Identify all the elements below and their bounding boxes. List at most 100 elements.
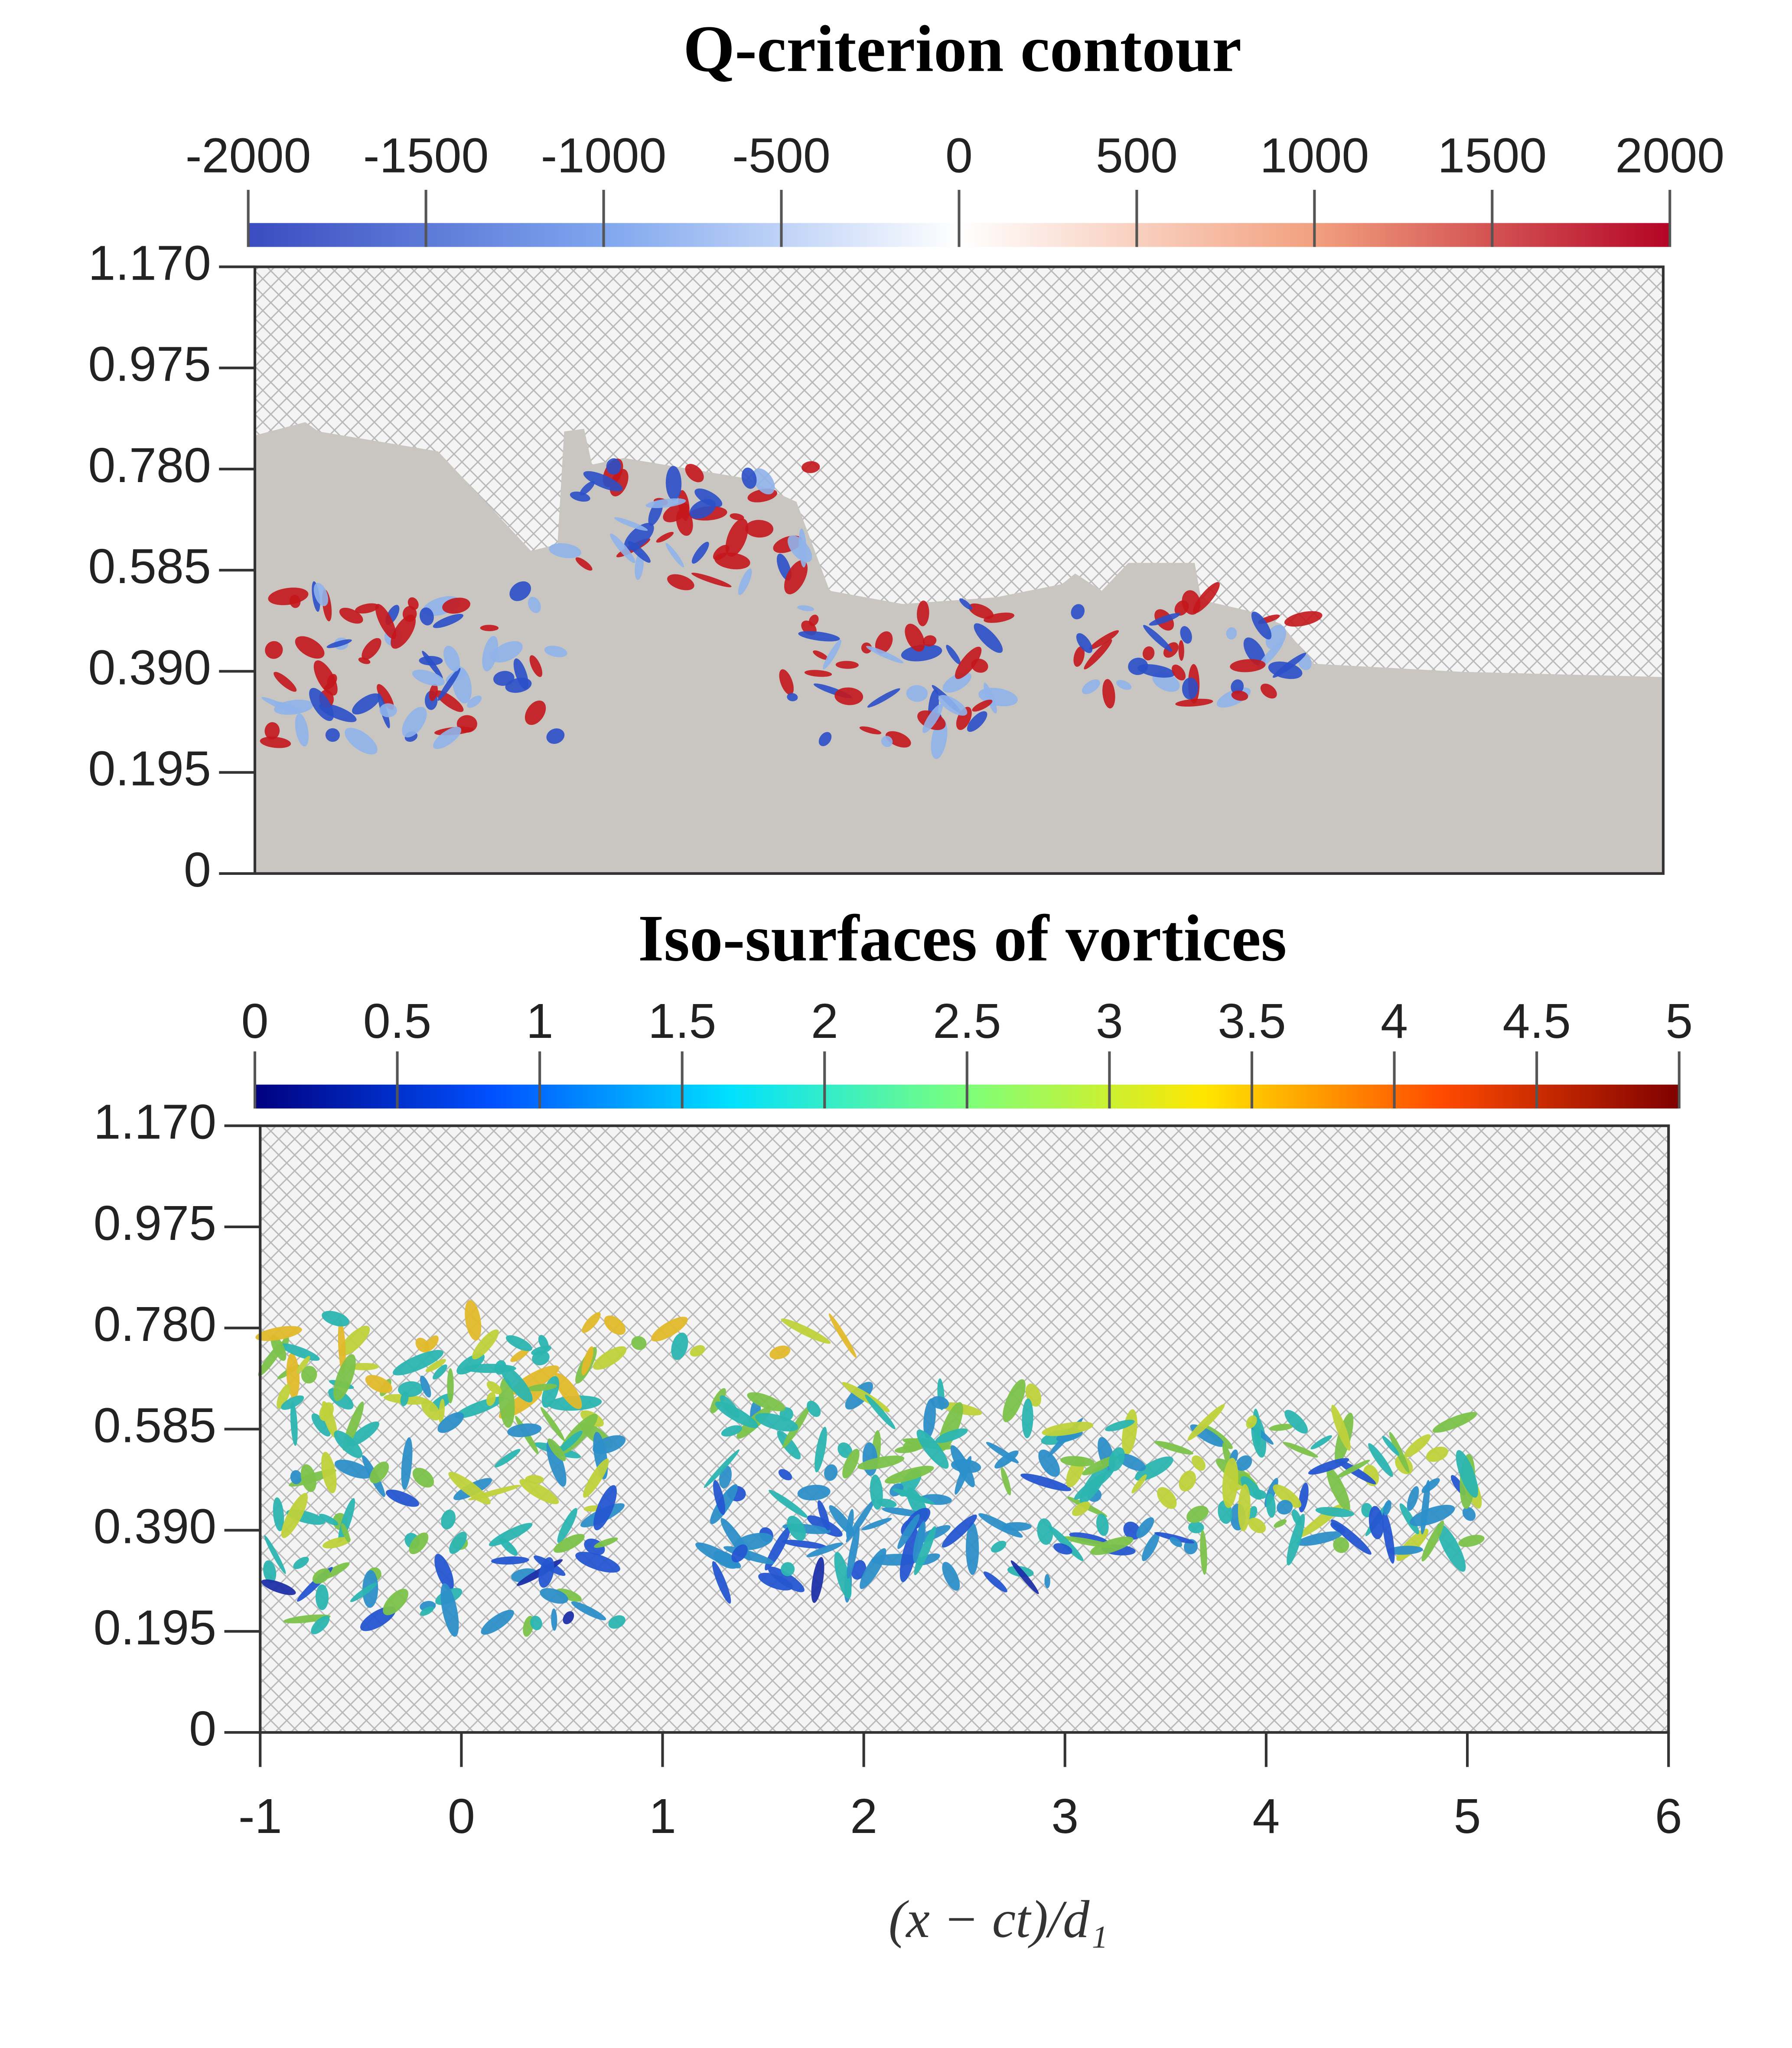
colorbar-tick-label: 1.5 <box>648 994 716 1049</box>
vortex-tube <box>851 1560 867 1580</box>
vortex-tube <box>486 1392 496 1406</box>
vortex-blob <box>529 655 543 677</box>
vortex-tube <box>861 1518 892 1530</box>
vortex-tube <box>1284 1410 1308 1434</box>
vortex-tube <box>870 1474 883 1510</box>
vortex-blob <box>968 603 994 619</box>
vortex-tube <box>930 1396 949 1409</box>
y-tick-label: 0.195 <box>94 1600 217 1655</box>
vortex-blob <box>544 646 567 657</box>
vortex-blob <box>1116 680 1132 690</box>
vortex-blob <box>525 700 546 725</box>
vortex-blob <box>1265 625 1287 650</box>
vortex-blob <box>1260 683 1277 699</box>
vortex-tube <box>1315 1507 1354 1517</box>
vortex-tube <box>581 1346 594 1376</box>
vortex-tube <box>1404 1434 1431 1458</box>
vortex-blob <box>260 737 291 748</box>
vortex-blob <box>379 703 397 717</box>
vortex-blob <box>665 543 684 567</box>
vortex-tube <box>1331 1519 1372 1555</box>
vortex-tube <box>583 1458 609 1498</box>
vortex-tube <box>1179 1471 1196 1492</box>
vortex-tube <box>978 1513 1023 1538</box>
vortex-tube <box>412 1468 434 1488</box>
vortex-blob <box>268 587 309 605</box>
vortex-tube <box>747 1392 785 1412</box>
vortex-blob <box>689 499 716 519</box>
colorbar-tick-label: 3 <box>1096 994 1123 1049</box>
vortex-tube <box>913 1521 926 1562</box>
colorbar-tick-label: 1 <box>526 994 554 1049</box>
vortex-blob <box>456 715 477 733</box>
vortex-tube <box>651 1317 688 1342</box>
vortex-tube <box>400 1391 409 1406</box>
vortex-tube <box>769 1345 791 1360</box>
vortex-blob <box>787 693 798 701</box>
vortex-blob <box>265 641 283 659</box>
vortex-tube <box>1042 1422 1094 1436</box>
vortex-tube <box>604 1315 626 1335</box>
vortex-tube <box>1192 1455 1206 1471</box>
vortex-blob <box>881 736 893 747</box>
vortex-tube <box>333 1354 356 1401</box>
vortex-blob <box>480 625 499 631</box>
vortex-blob <box>493 671 515 686</box>
vortex-tube <box>1157 1487 1177 1509</box>
vortex-tube <box>758 1572 793 1591</box>
vortex-tube <box>322 1537 351 1549</box>
vortex-tube <box>1277 1500 1293 1515</box>
y-tick-label: 0.780 <box>88 438 211 493</box>
vortex-tube <box>541 1376 560 1408</box>
y-tick-label: 0.975 <box>88 337 211 392</box>
vortex-tube <box>421 1399 440 1421</box>
vortex-tube <box>1456 1450 1479 1498</box>
vortex-blob <box>691 541 709 564</box>
vortex-blob <box>804 670 832 677</box>
vortex-tube <box>339 1325 370 1357</box>
vortex-tube <box>571 1601 606 1621</box>
vortex-tube <box>1044 1574 1050 1588</box>
vortex-blob <box>1272 652 1307 678</box>
vortex-blob <box>645 498 686 509</box>
vortex-tube <box>1154 1441 1193 1455</box>
vortex-tube <box>712 1561 731 1604</box>
vortex-blob <box>1102 679 1115 709</box>
vortex-tube <box>1253 1490 1267 1499</box>
vortex-tube <box>1287 1513 1305 1565</box>
vortex-blob <box>797 605 815 611</box>
vortex-tube <box>261 1579 296 1595</box>
vortex-tube <box>386 1489 419 1507</box>
vortex-blob <box>402 707 427 738</box>
vortex-blob <box>549 543 581 558</box>
vortex-blob <box>861 642 872 654</box>
vortex-blob <box>835 661 859 669</box>
vortex-tube <box>897 1514 920 1549</box>
colorbar-tick-label: 4.5 <box>1502 994 1571 1049</box>
y-tick-label: 0.195 <box>88 741 211 796</box>
colorbar-tick-label: 5 <box>1665 994 1693 1049</box>
vortex-tube <box>1273 1484 1302 1508</box>
vortex-tube <box>311 1413 331 1437</box>
y-tick-label: 0.975 <box>94 1196 217 1251</box>
vortex-tube <box>1037 1518 1053 1545</box>
vortex-blob <box>1178 640 1184 661</box>
vortex-tube <box>594 1537 618 1548</box>
vortex-tube <box>538 1335 549 1350</box>
vortex-tube <box>755 1413 798 1432</box>
vortex-tube <box>472 1329 499 1360</box>
vortex-blob <box>784 560 808 594</box>
vortex-blob <box>922 704 943 733</box>
vortex-tube <box>1000 1467 1011 1496</box>
vortex-tube <box>481 1610 514 1635</box>
vortex-tube <box>1296 1531 1342 1546</box>
vortex-blob <box>419 607 434 626</box>
vortex-tube <box>1437 1523 1466 1572</box>
vortex-tube <box>817 1500 830 1531</box>
vortex-tube <box>409 1533 429 1554</box>
vortex-blob <box>906 685 928 702</box>
colorbar-tick-label: 4 <box>1381 994 1408 1049</box>
vortex-tube <box>538 1557 554 1588</box>
vortex-blob <box>1076 633 1093 653</box>
vortex-blob <box>685 464 704 483</box>
